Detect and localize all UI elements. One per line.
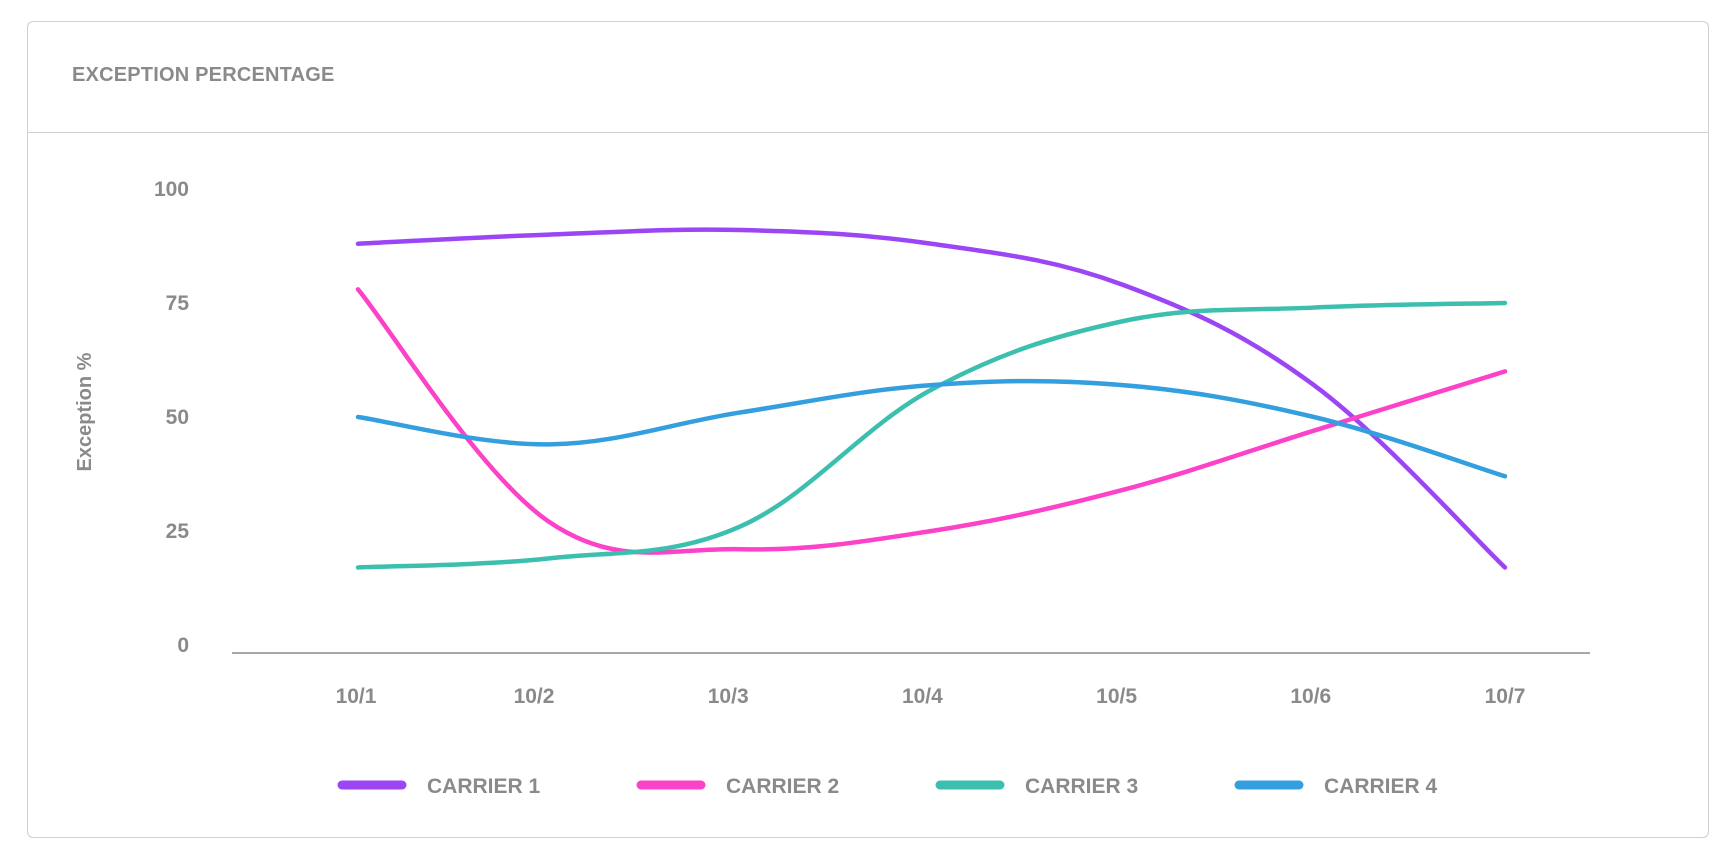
series-lines bbox=[355, 227, 1508, 570]
x-tick-label: 10/7 bbox=[1485, 685, 1526, 708]
legend-label: CARRIER 4 bbox=[1324, 775, 1438, 798]
legend: CARRIER 1 CARRIER 2 CARRIER 3 CARRIER 4 bbox=[337, 775, 1438, 798]
x-tick-label: 10/2 bbox=[514, 685, 555, 708]
chart-card: EXCEPTION PERCENTAGE bbox=[27, 21, 1709, 838]
y-tick-label: 75 bbox=[166, 292, 190, 315]
y-axis-label-group: Exception % bbox=[74, 352, 96, 471]
series-line-carrier-3 bbox=[355, 300, 1508, 570]
legend-label: CARRIER 1 bbox=[427, 775, 541, 798]
y-tick-label: 50 bbox=[166, 406, 189, 429]
x-tick-label: 10/6 bbox=[1290, 685, 1331, 708]
legend-label: CARRIER 2 bbox=[726, 775, 839, 798]
x-tick-label: 10/1 bbox=[336, 685, 377, 708]
y-axis-ticks: 0 25 50 75 100 bbox=[154, 178, 189, 657]
series-line-carrier-1 bbox=[355, 227, 1508, 570]
x-tick-label: 10/5 bbox=[1096, 685, 1137, 708]
y-axis-title: Exception % bbox=[74, 352, 96, 471]
series-line-carrier-2 bbox=[355, 287, 1508, 555]
series-line-carrier-4 bbox=[355, 378, 1508, 479]
card-header: EXCEPTION PERCENTAGE bbox=[28, 22, 1708, 133]
x-tick-label: 10/3 bbox=[708, 685, 749, 708]
x-axis-ticks: 10/1 10/2 10/3 10/4 10/5 10/6 10/7 bbox=[336, 685, 1526, 708]
y-tick-label: 0 bbox=[177, 634, 189, 657]
x-tick-label: 10/4 bbox=[902, 685, 943, 708]
y-tick-label: 25 bbox=[166, 520, 190, 543]
card-title: EXCEPTION PERCENTAGE bbox=[72, 63, 335, 86]
legend-label: CARRIER 3 bbox=[1025, 775, 1138, 798]
y-tick-label: 100 bbox=[154, 178, 189, 201]
